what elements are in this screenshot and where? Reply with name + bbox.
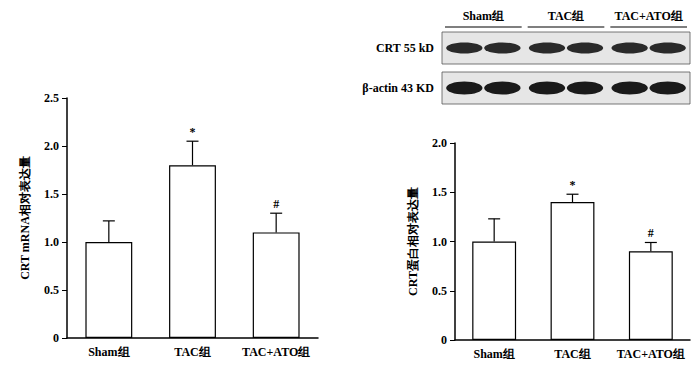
- svg-text:1.5: 1.5: [432, 185, 447, 199]
- svg-text:CRT mRNA相对表达量: CRT mRNA相对表达量: [18, 156, 32, 280]
- svg-text:TAC+ATO组: TAC+ATO组: [242, 345, 310, 359]
- svg-text:*: *: [570, 178, 576, 192]
- svg-text:2.0: 2.0: [44, 139, 59, 153]
- svg-text:Sham组: Sham组: [473, 347, 514, 361]
- svg-text:*: *: [190, 125, 196, 139]
- svg-text:TAC组: TAC组: [548, 9, 584, 23]
- svg-text:1.0: 1.0: [432, 235, 447, 249]
- svg-text:0.5: 0.5: [432, 284, 447, 298]
- svg-text:0: 0: [53, 331, 59, 345]
- svg-text:TAC+ATO组: TAC+ATO组: [617, 347, 685, 361]
- svg-text:TAC组: TAC组: [554, 347, 590, 361]
- svg-text:#: #: [273, 197, 279, 211]
- svg-text:CRT 55 kD: CRT 55 kD: [376, 41, 434, 55]
- svg-text:β-actin 43 KD: β-actin 43 KD: [362, 81, 434, 95]
- svg-text:0: 0: [441, 333, 447, 347]
- svg-text:TAC组: TAC组: [174, 345, 210, 359]
- svg-text:#: #: [648, 226, 654, 240]
- svg-text:1.5: 1.5: [44, 187, 59, 201]
- svg-text:Sham组: Sham组: [88, 345, 129, 359]
- svg-text:2.5: 2.5: [44, 91, 59, 105]
- svg-text:0.5: 0.5: [44, 283, 59, 297]
- svg-text:Sham组: Sham组: [463, 9, 504, 23]
- svg-text:TAC+ATO组: TAC+ATO组: [615, 9, 683, 23]
- svg-text:1.0: 1.0: [44, 235, 59, 249]
- svg-text:2.0: 2.0: [432, 136, 447, 150]
- svg-text:CRT蛋白相对表达量: CRT蛋白相对表达量: [406, 187, 420, 296]
